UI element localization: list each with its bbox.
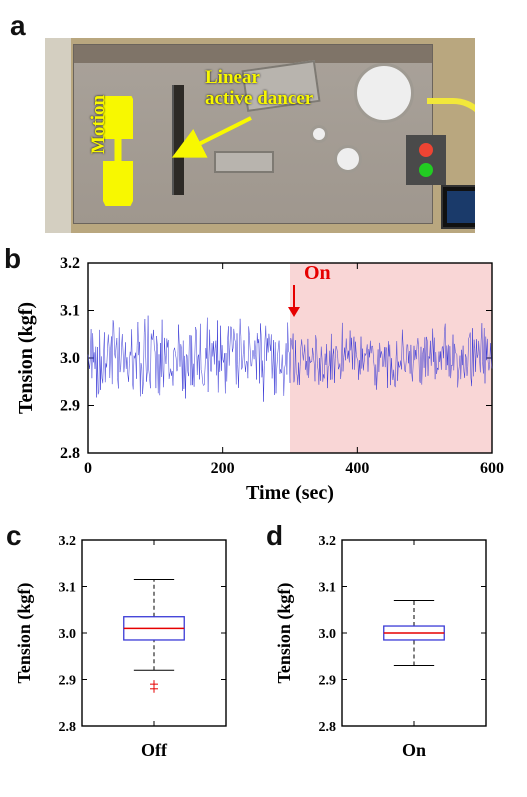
svg-text:2.8: 2.8	[60, 445, 80, 462]
svg-text:3.1: 3.1	[60, 303, 80, 320]
svg-text:Tension (kgf): Tension (kgf)	[14, 583, 35, 684]
boxplot-on: 2.8 2.9 3.0 3.1 3.2 Tension (kgf) On	[270, 526, 500, 766]
svg-text:3.2: 3.2	[319, 534, 337, 549]
svg-text:3.2: 3.2	[59, 534, 77, 549]
svg-text:3.0: 3.0	[59, 627, 77, 642]
annotation-motion: Motion	[89, 95, 110, 154]
svg-text:2.8: 2.8	[319, 720, 337, 735]
svg-text:2.8: 2.8	[59, 720, 77, 735]
svg-text:200: 200	[211, 460, 235, 477]
svg-text:2.9: 2.9	[59, 674, 77, 689]
boxplot-off: 2.8 2.9 3.0 3.1 3.2 Tension (kgf) Off	[10, 526, 240, 766]
svg-text:600: 600	[480, 460, 504, 477]
svg-text:2.9: 2.9	[319, 674, 337, 689]
svg-text:0: 0	[84, 460, 92, 477]
panel-c-letter: c	[6, 520, 22, 552]
panel-d-letter: d	[266, 520, 283, 552]
svg-text:400: 400	[345, 460, 369, 477]
svg-text:Time (sec): Time (sec)	[246, 482, 334, 504]
svg-text:Off: Off	[141, 740, 168, 760]
panel-a-photo: Linear active dancer Motion	[45, 38, 475, 233]
svg-text:3.0: 3.0	[319, 627, 337, 642]
svg-text:Tension (kgf): Tension (kgf)	[274, 583, 295, 684]
svg-text:On: On	[402, 740, 426, 760]
tension-time-chart: 2.8 2.9 3.0 3.1 3.2 0 200 400 600 Time (sec) Tensi…	[10, 245, 510, 505]
svg-text:Tension (kgf): Tension (kgf)	[15, 302, 37, 414]
svg-text:3.1: 3.1	[319, 581, 337, 596]
panel-b-letter: b	[4, 243, 21, 275]
svg-text:3.1: 3.1	[59, 581, 77, 596]
svg-text:2.9: 2.9	[60, 398, 80, 415]
annotation-linear-active-dancer: Linear active dancer	[205, 68, 365, 110]
leader-arrow-icon	[171, 114, 261, 164]
svg-text:3.2: 3.2	[60, 255, 80, 272]
svg-text:3.0: 3.0	[60, 350, 80, 367]
svg-text:On: On	[304, 262, 331, 284]
